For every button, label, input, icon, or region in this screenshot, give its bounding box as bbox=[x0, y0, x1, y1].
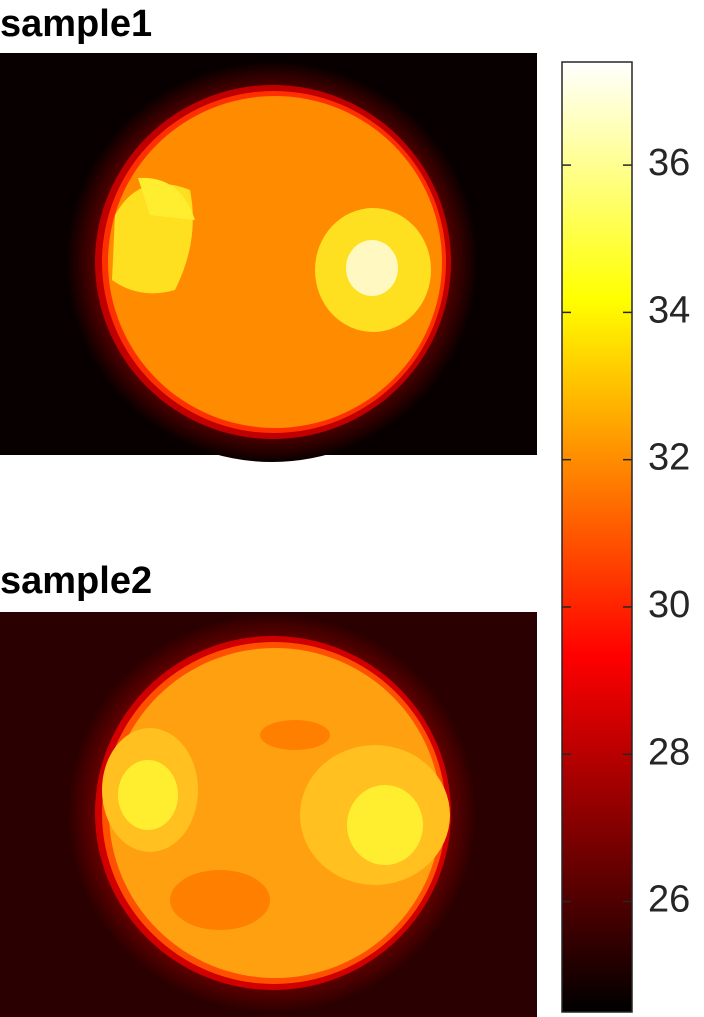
panel-title: sample1 bbox=[0, 3, 152, 45]
tick-label: 28 bbox=[648, 731, 690, 773]
tick-label: 32 bbox=[648, 437, 690, 479]
thermal-image bbox=[0, 53, 537, 462]
tick-label: 34 bbox=[648, 289, 690, 331]
tick-label: 26 bbox=[648, 879, 690, 921]
tick-label: 36 bbox=[648, 142, 690, 184]
colorbar bbox=[561, 61, 633, 1013]
tick-label: 30 bbox=[648, 584, 690, 626]
panel-title: sample2 bbox=[0, 560, 152, 602]
thermal-image bbox=[0, 612, 537, 1017]
